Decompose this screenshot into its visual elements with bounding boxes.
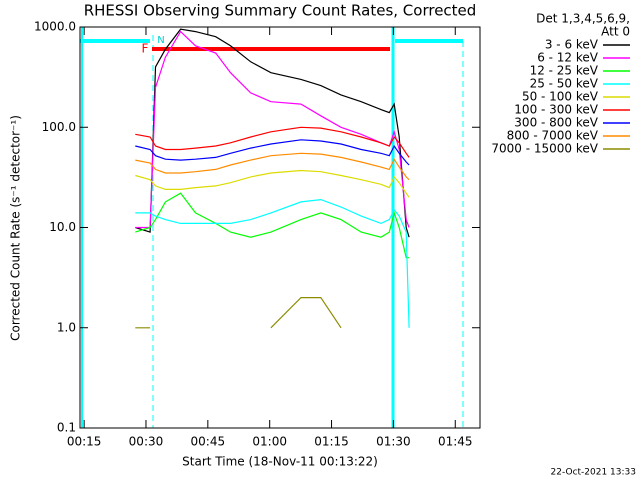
series-line bbox=[135, 28, 410, 238]
night-label: N bbox=[157, 35, 164, 46]
x-tick-label: 00:15 bbox=[67, 435, 102, 449]
legend-label: 12 - 25 keV bbox=[530, 64, 599, 78]
x-tick-label: 01:30 bbox=[376, 435, 411, 449]
x-tick-label: 00:30 bbox=[129, 435, 164, 449]
series-line bbox=[135, 30, 410, 229]
legend-label: 100 - 300 keV bbox=[514, 103, 598, 117]
legend-label: 300 - 800 keV bbox=[514, 116, 598, 130]
y-axis-label: Corrected Count Rate (s⁻¹ detector⁻¹) bbox=[9, 115, 23, 341]
x-tick-label: 01:15 bbox=[314, 435, 349, 449]
series-line bbox=[135, 126, 410, 158]
chart-title: RHESSI Observing Summary Count Rates, Co… bbox=[84, 2, 477, 20]
legend-title: Det 1,3,4,5,6,9, bbox=[536, 12, 630, 26]
series-line bbox=[135, 169, 410, 198]
x-axis-label: Start Time (18-Nov-11 00:13:22) bbox=[182, 455, 378, 469]
legend-label: 7000 - 15000 keV bbox=[491, 142, 598, 156]
series-line bbox=[135, 297, 342, 329]
x-tick-label: 00:45 bbox=[191, 435, 226, 449]
legend-label: 800 - 7000 keV bbox=[507, 129, 599, 143]
y-tick-label: 1000.0 bbox=[34, 20, 76, 34]
y-tick-label: 1.0 bbox=[57, 320, 76, 334]
series-line bbox=[135, 152, 410, 181]
series-line bbox=[135, 198, 410, 328]
y-tick-label: 10.0 bbox=[49, 220, 76, 234]
legend-label: 25 - 50 keV bbox=[530, 77, 599, 91]
legend-label: 6 - 12 keV bbox=[537, 51, 599, 65]
legend-label: 50 - 100 keV bbox=[522, 90, 599, 104]
x-tick-label: 01:45 bbox=[438, 435, 473, 449]
x-tick-label: 01:00 bbox=[252, 435, 287, 449]
series-line bbox=[135, 192, 410, 259]
timestamp: 22-Oct-2021 13:33 bbox=[551, 468, 636, 478]
flare-label: F bbox=[142, 42, 149, 56]
legend-title: Att 0 bbox=[601, 25, 630, 39]
series-line bbox=[135, 139, 410, 166]
y-tick-label: 100.0 bbox=[42, 120, 76, 134]
y-tick-label: 0.1 bbox=[57, 421, 76, 435]
legend-label: 3 - 6 keV bbox=[545, 38, 599, 52]
